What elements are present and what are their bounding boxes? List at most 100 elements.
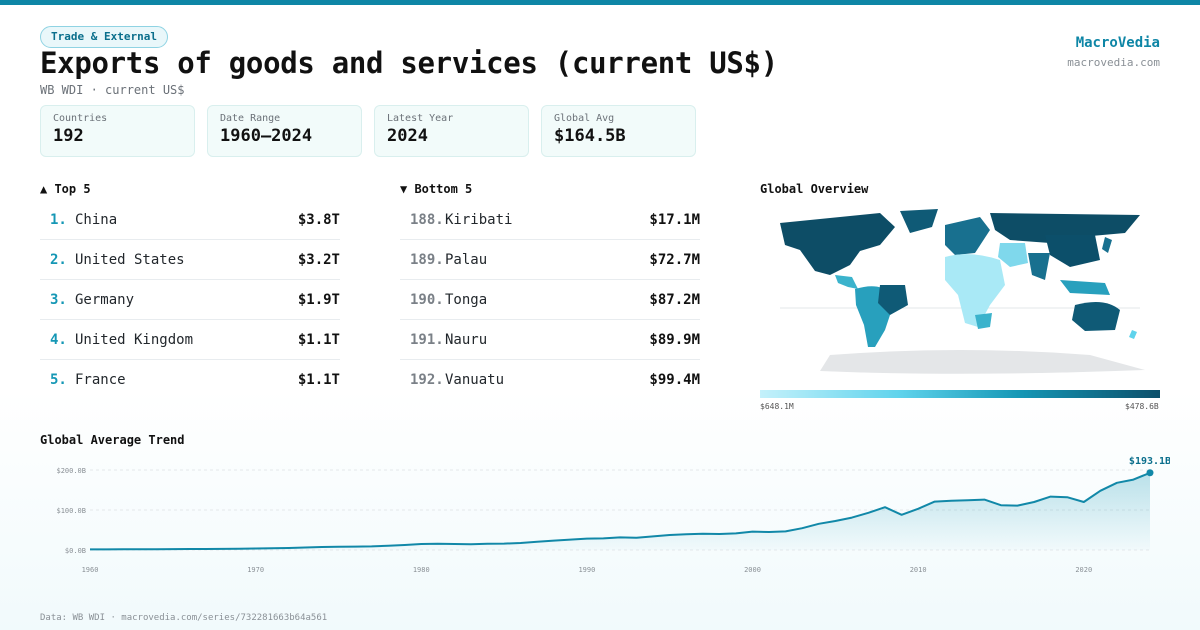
country-name: United States [75, 251, 185, 268]
country-value: $1.1T [297, 372, 340, 388]
stat-label: Countries [53, 113, 108, 124]
category-badge[interactable]: Trade & External [40, 26, 168, 48]
x-tick-label: 1970 [247, 566, 264, 574]
list-item[interactable]: 191. Nauru $89.9M [400, 320, 700, 360]
list-item[interactable]: 1. China $3.8T [40, 200, 340, 240]
map-australia[interactable] [1072, 301, 1120, 331]
stat-label: Date Range [220, 113, 281, 124]
country-value: $72.7M [649, 251, 700, 268]
x-tick-label: 2000 [744, 566, 761, 574]
map-russia[interactable] [990, 213, 1140, 243]
stat-value: 192 [53, 126, 84, 146]
map-europe[interactable] [945, 217, 990, 255]
map-southeast-asia[interactable] [1060, 280, 1110, 295]
stat-countries: Countries 192 [40, 105, 195, 157]
stat-label: Latest Year [387, 113, 454, 124]
country-value: $89.9M [649, 331, 700, 348]
list-item[interactable]: 190. Tonga $87.2M [400, 280, 700, 320]
country-name: Tonga [445, 291, 488, 308]
source-footer[interactable]: Data: WB WDI · macrovedia.com/series/732… [40, 613, 328, 623]
country-name: Palau [445, 251, 488, 268]
stat-value: 1960–2024 [220, 126, 313, 146]
rank-number: 189. [410, 251, 444, 268]
top-accent-bar [0, 0, 1200, 5]
list-item[interactable]: 4. United Kingdom $1.1T [40, 320, 340, 360]
list-item[interactable]: 188. Kiribati $17.1M [400, 200, 700, 240]
country-name: Germany [75, 291, 135, 308]
rank-number: 192. [410, 372, 444, 388]
map-south-asia[interactable] [1028, 253, 1050, 280]
country-value: $87.2M [649, 291, 700, 308]
map-scale-max: $478.6B [1125, 402, 1159, 411]
trend-heading: Global Average Trend [40, 433, 185, 447]
map-southern-africa[interactable] [975, 313, 992, 329]
y-tick-label: $200.0B [56, 467, 86, 475]
x-tick-label: 1960 [82, 566, 99, 574]
country-value: $3.2T [297, 251, 340, 268]
stat-global-avg: Global Avg $164.5B [541, 105, 696, 157]
country-name: France [75, 372, 126, 388]
y-tick-label: $100.0B [56, 507, 86, 515]
map-north-america[interactable] [780, 213, 895, 275]
x-tick-label: 1980 [413, 566, 430, 574]
rank-number: 190. [410, 291, 444, 308]
list-item[interactable]: 5. France $1.1T [40, 360, 340, 400]
rank-number: 4. [50, 331, 67, 348]
rank-number: 1. [50, 211, 67, 228]
brand-name[interactable]: MacroVedia [1075, 35, 1160, 51]
x-tick-label: 1990 [578, 566, 595, 574]
country-name: Kiribati [445, 211, 513, 228]
country-name: Vanuatu [445, 372, 505, 388]
stat-latest-year: Latest Year 2024 [374, 105, 529, 157]
x-tick-label: 2020 [1075, 566, 1092, 574]
stat-label: Global Avg [554, 113, 615, 124]
map-greenland[interactable] [900, 209, 938, 233]
map-central-america[interactable] [835, 275, 858, 289]
top5-heading: ▲ Top 5 [40, 182, 91, 196]
top5-list: 1. China $3.8T 2. United States $3.2T 3.… [40, 200, 340, 400]
map-china[interactable] [1045, 235, 1100, 267]
latest-value-label: $193.1B [1129, 456, 1170, 467]
map-new-zealand[interactable] [1129, 330, 1137, 339]
country-value: $99.4M [649, 372, 700, 388]
map-scale-min: $648.1M [760, 402, 794, 411]
map-brazil[interactable] [878, 285, 908, 315]
map-japan[interactable] [1102, 237, 1112, 253]
country-value: $17.1M [649, 211, 700, 228]
latest-point [1146, 469, 1154, 477]
list-item[interactable]: 2. United States $3.2T [40, 240, 340, 280]
global-average-trend-chart[interactable]: $0.0B $100.0B $200.0B 1960 1970 1980 1990 2000 2… [40, 448, 1170, 583]
brand-url[interactable]: macrovedia.com [1067, 56, 1160, 69]
list-item[interactable]: 3. Germany $1.9T [40, 280, 340, 320]
trend-line [90, 471, 1151, 551]
world-choropleth-map[interactable] [760, 205, 1160, 380]
stat-value: $164.5B [554, 126, 626, 146]
x-tick-label: 2010 [910, 566, 927, 574]
rank-number: 191. [410, 331, 444, 348]
bottom5-list: 188. Kiribati $17.1M 189. Palau $72.7M 1… [400, 200, 700, 400]
bottom5-heading: ▼ Bottom 5 [400, 182, 473, 196]
map-middle-east[interactable] [998, 243, 1028, 267]
list-item[interactable]: 192. Vanuatu $99.4M [400, 360, 700, 400]
y-tick-label: $0.0B [65, 547, 86, 555]
country-value: $1.9T [297, 291, 340, 308]
country-value: $1.1T [297, 331, 340, 348]
map-antarctica[interactable] [820, 350, 1145, 374]
country-name: Nauru [445, 331, 488, 348]
page-title: Exports of goods and services (current U… [40, 46, 778, 80]
stat-date-range: Date Range 1960–2024 [207, 105, 362, 157]
country-name: United Kingdom [75, 331, 194, 348]
trend-area [90, 472, 1150, 550]
list-item[interactable]: 189. Palau $72.7M [400, 240, 700, 280]
stat-value: 2024 [387, 126, 428, 146]
map-africa[interactable] [945, 254, 1005, 327]
rank-number: 3. [50, 291, 67, 308]
country-value: $3.8T [297, 211, 340, 228]
country-name: China [75, 211, 118, 228]
rank-number: 2. [50, 251, 67, 268]
rank-number: 5. [50, 372, 67, 388]
map-color-scale [760, 390, 1160, 398]
rank-number: 188. [410, 211, 444, 228]
page-subtitle: WB WDI · current US$ [40, 83, 185, 97]
map-heading: Global Overview [760, 182, 869, 196]
